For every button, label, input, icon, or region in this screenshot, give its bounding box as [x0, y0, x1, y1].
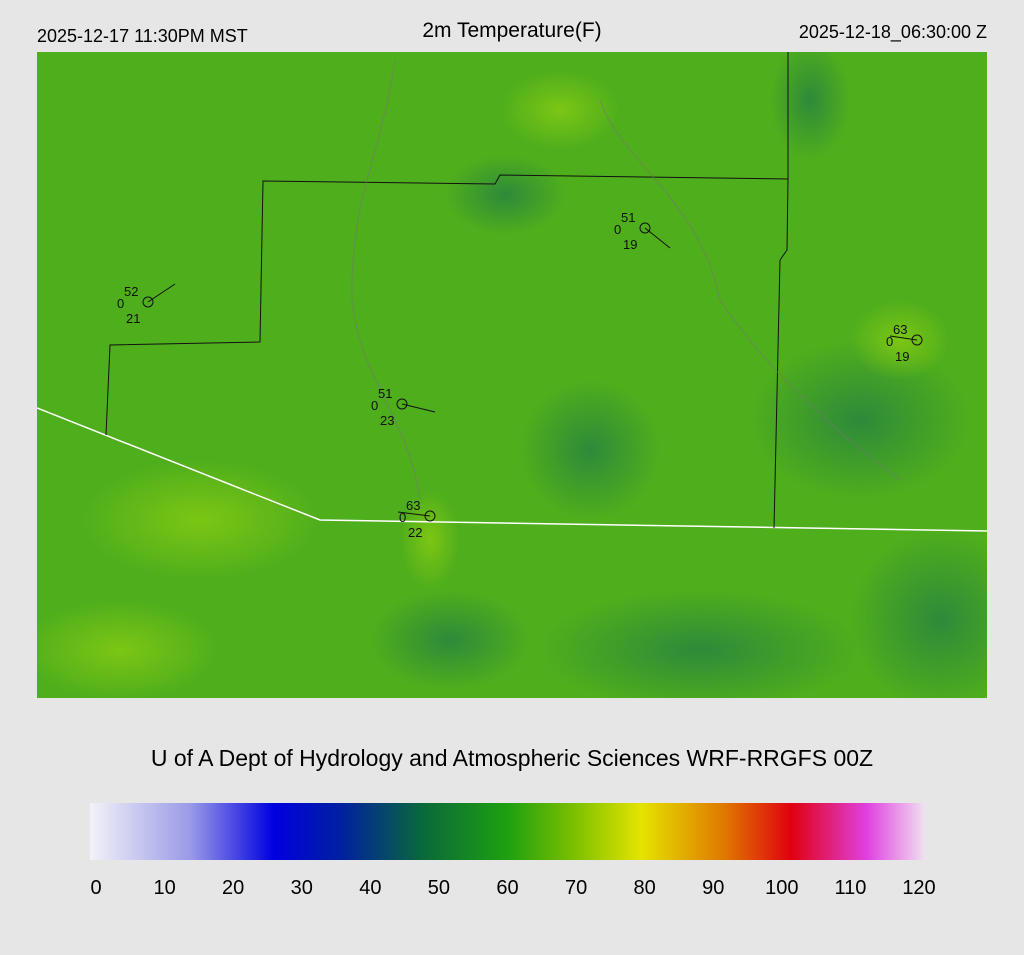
colorbar-tick-label: 60: [496, 877, 518, 899]
station-dewpoint: 19: [623, 237, 637, 252]
colorbar-tick-label: 80: [634, 877, 656, 899]
colorbar: [90, 803, 925, 860]
colorbar-tick-label: 110: [834, 877, 866, 899]
wind-barb: [401, 403, 436, 413]
station-dewpoint: 23: [380, 413, 394, 428]
local-time: 2025-12-17 11:30PM MST: [37, 26, 248, 46]
colorbar-tick-label: 0: [90, 877, 101, 899]
credit: U of A Dept of Hydrology and Atmospheric…: [151, 745, 873, 771]
station-temp: 52: [124, 284, 138, 299]
colorbar-tick-label: 20: [222, 877, 244, 899]
station-value: 0: [117, 296, 124, 311]
colorbar-tick-label: 30: [291, 877, 313, 899]
station-value: 0: [886, 334, 893, 349]
colorbar-ticks: 0 10 20 30 40 50 60 70 80 90 100 110 120: [90, 877, 935, 899]
station-dewpoint: 21: [126, 311, 140, 326]
wind-barb: [644, 227, 671, 249]
colorbar-tick-label: 120: [902, 877, 935, 899]
utc-time: 2025-12-18_06:30:00 Z: [799, 22, 987, 43]
temperature-field: [37, 52, 987, 698]
station-circle: [639, 222, 651, 234]
colorbar-tick-label: 90: [702, 877, 724, 899]
colorbar-tick-label: 40: [359, 877, 381, 899]
station-circle: [911, 334, 923, 346]
wind-barb: [889, 335, 918, 341]
wind-barb: [397, 511, 431, 517]
station-temp: 51: [378, 386, 392, 401]
station-value: 0: [614, 222, 621, 237]
colorbar-tick-label: 100: [765, 877, 798, 899]
station-temp: 63: [893, 322, 907, 337]
station-temp: 63: [406, 498, 420, 513]
station-dewpoint: 19: [895, 349, 909, 364]
colorbar-tick-label: 10: [153, 877, 175, 899]
station-circle: [424, 510, 436, 522]
station-dewpoint: 22: [408, 525, 422, 540]
station-temp: 51: [621, 210, 635, 225]
station-value: 0: [399, 510, 406, 525]
station-circle: [396, 398, 408, 410]
colorbar-tick-label: 70: [565, 877, 587, 899]
colorbar-tick-label: 50: [428, 877, 450, 899]
wind-barb: [147, 283, 176, 303]
map-title: 2m Temperature(F): [422, 19, 601, 42]
station-circle: [142, 296, 154, 308]
station-value: 0: [371, 398, 378, 413]
